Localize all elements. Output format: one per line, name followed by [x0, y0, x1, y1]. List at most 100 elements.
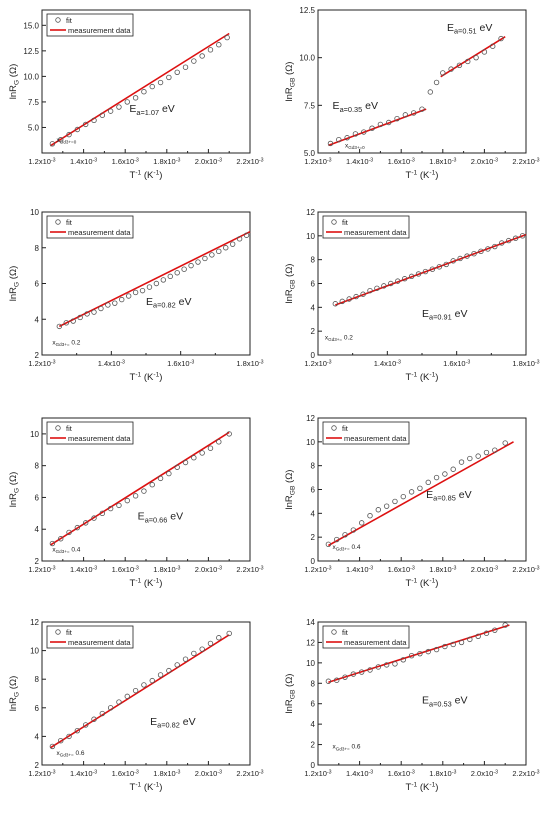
y-axis-label: lnRG (Ω) — [8, 676, 20, 712]
y-tick-label: 10 — [30, 430, 39, 439]
fit-point — [392, 661, 398, 667]
fit-point — [160, 277, 167, 283]
fit-point — [58, 737, 64, 744]
fit-point — [467, 636, 473, 643]
fit-point — [408, 489, 415, 495]
fit-point — [107, 505, 114, 512]
plot-frame — [317, 9, 527, 154]
fit-point — [336, 136, 342, 143]
legend-measurement-label: measurement data — [68, 638, 131, 647]
fit-point — [82, 520, 89, 526]
fit-point — [342, 532, 348, 538]
fit-point — [91, 515, 97, 521]
x-tick-label: 1.8x10-3 — [236, 359, 263, 368]
fit-point — [199, 53, 205, 59]
fit-point — [415, 271, 422, 277]
fit-point — [66, 529, 72, 536]
x-tick-label: 1.8x10-3 — [429, 157, 456, 166]
fit-point — [433, 646, 440, 653]
fit-point — [467, 455, 473, 462]
fit-point — [191, 650, 197, 657]
fit-point — [132, 289, 139, 296]
x-tick-label: 1.4x10-3 — [346, 769, 373, 778]
fit-point — [105, 302, 111, 308]
x-tick-label: 1.6x10-3 — [388, 565, 415, 574]
x-axis-label: T-1 (K-1) — [406, 372, 439, 383]
y-tick-label: 2 — [35, 351, 40, 360]
fit-point — [74, 727, 81, 734]
fit-point — [450, 466, 456, 472]
fit-point — [498, 35, 504, 42]
y-tick-label: 12 — [306, 414, 315, 423]
fit-point — [422, 268, 429, 275]
fit-point — [66, 733, 72, 740]
y-tick-label: 10 — [30, 647, 39, 656]
fit-point — [325, 678, 332, 684]
fit-point — [116, 104, 122, 110]
fit-point — [436, 264, 443, 270]
legend-fit-label: fit — [66, 218, 73, 227]
fit-point — [182, 656, 189, 662]
x-tick-label: 1.2x10-3 — [304, 565, 331, 574]
legend-fit-marker — [331, 629, 337, 635]
chart-panel-3: 1.2x10-3 1.4x10-3 1.6x10-3 1.8x10-3 2 4 6 8 10 T-… — [8, 208, 264, 383]
legend-box — [46, 215, 134, 239]
x-tick-label: 1.2x10-3 — [28, 157, 55, 166]
fit-point — [56, 323, 63, 330]
y-tick-label: 6 — [311, 486, 316, 495]
fit-point — [383, 662, 390, 668]
fit-point — [360, 291, 366, 297]
x-tick-label: 2.0x10-3 — [471, 157, 498, 166]
y-tick-label: 4 — [311, 303, 316, 312]
legend-measurement-label: measurement data — [344, 228, 407, 237]
y-tick-label: 4 — [35, 315, 40, 324]
activation-energy-annotation: Ea=1.07 eV — [129, 103, 174, 117]
fit-point — [369, 125, 375, 131]
fit-point — [334, 677, 340, 683]
fit-point — [202, 255, 208, 262]
x-tick-label: 1.6x10-3 — [112, 565, 139, 574]
fit-point — [146, 284, 153, 290]
fit-point — [207, 640, 214, 647]
measurement-line — [49, 634, 230, 749]
x-tick-label: 1.8x10-3 — [153, 769, 180, 778]
fit-point — [358, 520, 365, 526]
fit-point — [492, 447, 498, 453]
fit-point — [157, 475, 164, 482]
y-axis-label: lnRGB (Ω) — [284, 264, 296, 304]
fit-point — [325, 541, 332, 548]
fit-point — [112, 300, 118, 306]
fit-point — [352, 131, 359, 137]
fit-point — [358, 669, 365, 675]
fit-point — [334, 536, 340, 543]
measurement-line — [440, 36, 506, 78]
fit-point — [429, 266, 436, 272]
x-axis-label: T-1 (K-1) — [130, 782, 163, 793]
fit-point — [408, 273, 415, 280]
fit-point — [91, 309, 97, 315]
fit-point — [392, 498, 398, 505]
x-axis-label: T-1 (K-1) — [406, 170, 439, 181]
fit-point — [394, 115, 400, 122]
y-tick-label: 8 — [35, 244, 40, 253]
fit-point — [99, 710, 106, 717]
activation-energy-annotation: Ea=0.51 eV — [447, 22, 492, 36]
x-tick-label: 1.2x10-3 — [28, 359, 55, 368]
legend-fit-marker — [331, 425, 337, 431]
legend-box — [46, 625, 134, 649]
fit-point — [74, 524, 81, 531]
fit-point — [216, 439, 222, 445]
measurement-line — [328, 108, 427, 147]
x-tick-label: 1.2x10-3 — [304, 769, 331, 778]
fit-point — [443, 261, 449, 268]
fit-point — [226, 630, 232, 637]
fit-point — [132, 493, 139, 499]
fit-point — [49, 141, 56, 147]
fit-point — [417, 485, 423, 492]
fit-point — [99, 112, 106, 118]
x-tick-label: 2.2x10-3 — [236, 157, 263, 166]
measurement-line — [328, 441, 514, 547]
y-tick-label: 6 — [35, 280, 40, 289]
x-axis-label: T-1 (K-1) — [130, 372, 163, 383]
